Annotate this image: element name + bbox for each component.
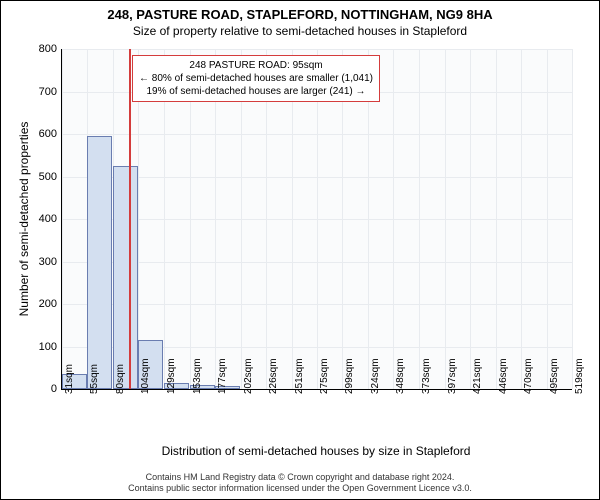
x-tick: 495sqm xyxy=(549,358,560,394)
x-tick: 324sqm xyxy=(370,358,381,394)
x-tick: 421sqm xyxy=(472,358,483,394)
y-tick: 100 xyxy=(27,341,57,353)
x-tick: 153sqm xyxy=(192,358,203,394)
title-address: 248, PASTURE ROAD, STAPLEFORD, NOTTINGHA… xyxy=(1,7,599,22)
y-tick: 800 xyxy=(27,43,57,55)
chart-area: Number of semi-detached properties 01002… xyxy=(61,49,571,419)
x-tick: 129sqm xyxy=(166,358,177,394)
x-tick: 299sqm xyxy=(344,358,355,394)
x-tick: 80sqm xyxy=(115,364,126,394)
x-tick: 348sqm xyxy=(395,358,406,394)
plot-region: 0100200300400500600700800248 PASTURE ROA… xyxy=(61,49,572,390)
annotation-box: 248 PASTURE ROAD: 95sqm← 80% of semi-det… xyxy=(132,55,380,102)
y-tick: 300 xyxy=(27,256,57,268)
y-tick: 600 xyxy=(27,128,57,140)
x-tick: 373sqm xyxy=(421,358,432,394)
x-tick: 470sqm xyxy=(523,358,534,394)
x-tick: 31sqm xyxy=(64,364,75,394)
annot-line3: 19% of semi-detached houses are larger (… xyxy=(139,85,373,98)
x-tick: 275sqm xyxy=(319,358,330,394)
title-subtitle: Size of property relative to semi-detach… xyxy=(1,24,599,38)
annot-line1: 248 PASTURE ROAD: 95sqm xyxy=(139,59,373,72)
footer-line1: Contains HM Land Registry data © Crown c… xyxy=(1,472,599,484)
x-tick: 226sqm xyxy=(268,358,279,394)
histogram-bar xyxy=(113,166,138,389)
y-tick: 200 xyxy=(27,298,57,310)
histogram-bar xyxy=(87,136,112,389)
footer-line2: Contains public sector information licen… xyxy=(1,483,599,495)
y-tick: 500 xyxy=(27,171,57,183)
footer-attribution: Contains HM Land Registry data © Crown c… xyxy=(1,472,599,495)
x-tick: 202sqm xyxy=(243,358,254,394)
y-tick: 0 xyxy=(27,383,57,395)
x-tick: 397sqm xyxy=(447,358,458,394)
y-tick: 400 xyxy=(27,213,57,225)
annot-line2: ← 80% of semi-detached houses are smalle… xyxy=(139,72,373,85)
x-tick: 446sqm xyxy=(498,358,509,394)
x-tick: 55sqm xyxy=(89,364,100,394)
x-tick: 104sqm xyxy=(140,358,151,394)
reference-line xyxy=(129,49,131,389)
x-tick: 177sqm xyxy=(217,358,228,394)
y-tick: 700 xyxy=(27,86,57,98)
chart-container: 248, PASTURE ROAD, STAPLEFORD, NOTTINGHA… xyxy=(0,0,600,500)
x-axis-label: Distribution of semi-detached houses by … xyxy=(61,444,571,458)
x-tick: 519sqm xyxy=(574,358,585,394)
x-tick: 251sqm xyxy=(294,358,305,394)
